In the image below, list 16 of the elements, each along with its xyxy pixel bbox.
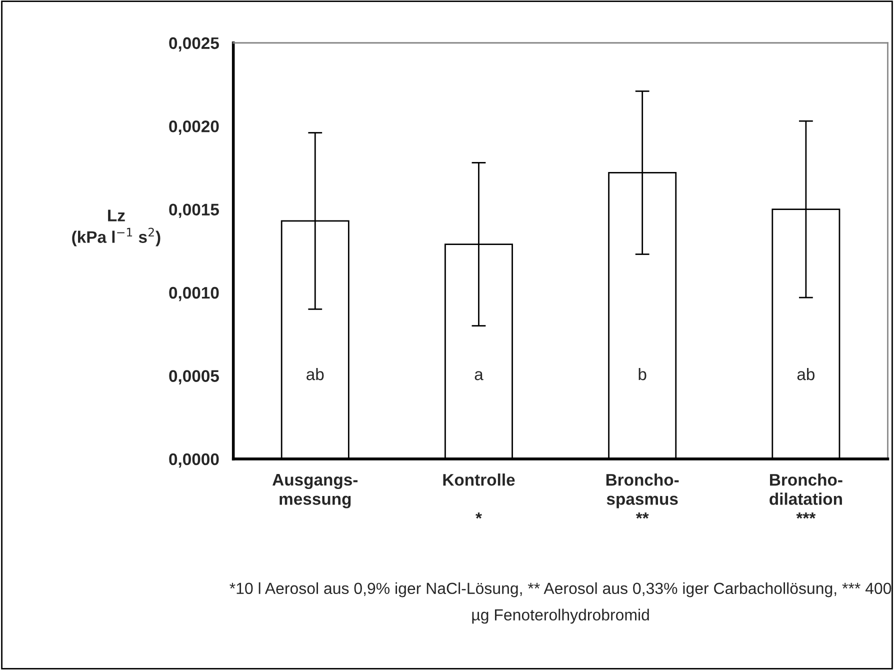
x-tick-label: Broncho- spasmus ** [606, 474, 679, 519]
y-tick-label: 0,0020 [169, 120, 219, 135]
y-tick-label: 0,0000 [169, 453, 219, 468]
y-tick-label: 0,0025 [169, 37, 219, 52]
x-tick-label: Broncho- dilatation *** [770, 474, 842, 519]
x-tick-label: Ausgangs- messung [272, 474, 358, 508]
category-label: Kontrolle * [443, 474, 515, 519]
y-tick-label: 0,0015 [169, 204, 219, 218]
annotation: ab [306, 368, 324, 380]
y-axis-title: Lz (kPa l$^{−1}$ s$^{2}$) [72, 210, 160, 246]
annotation: ab [797, 368, 815, 380]
annotation: a [474, 371, 484, 380]
y-tick-label: 0,0005 [169, 370, 219, 384]
y-tick-label: 0,0010 [169, 286, 219, 302]
annotation: b [638, 368, 646, 380]
text: *10 l Aerosol aus 0,9% iger NaCl-Lösung, ** Aerosol aus 0,33% iger Carbachollösung, *** 400 µg Fenoterolhydrobromid [230, 582, 892, 624]
